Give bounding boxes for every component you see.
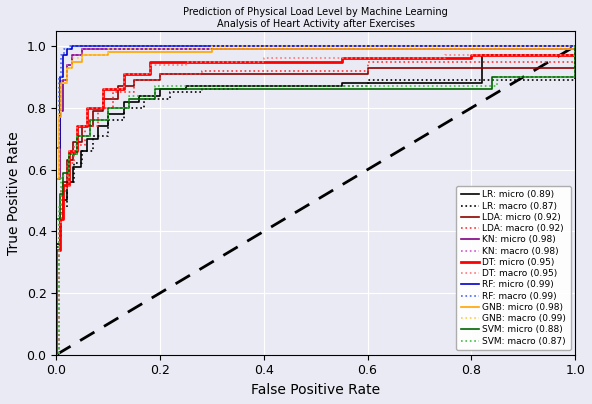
X-axis label: False Positive Rate: False Positive Rate <box>251 383 380 397</box>
Y-axis label: True Positive Rate: True Positive Rate <box>7 131 21 255</box>
Title: Prediction of Physical Load Level by Machine Learning
Analysis of Heart Activity: Prediction of Physical Load Level by Mac… <box>184 7 448 29</box>
Legend: LR: micro (0.89), LR: macro (0.87), LDA: micro (0.92), LDA: macro (0.92), KN: mi: LR: micro (0.89), LR: macro (0.87), LDA:… <box>456 186 571 350</box>
